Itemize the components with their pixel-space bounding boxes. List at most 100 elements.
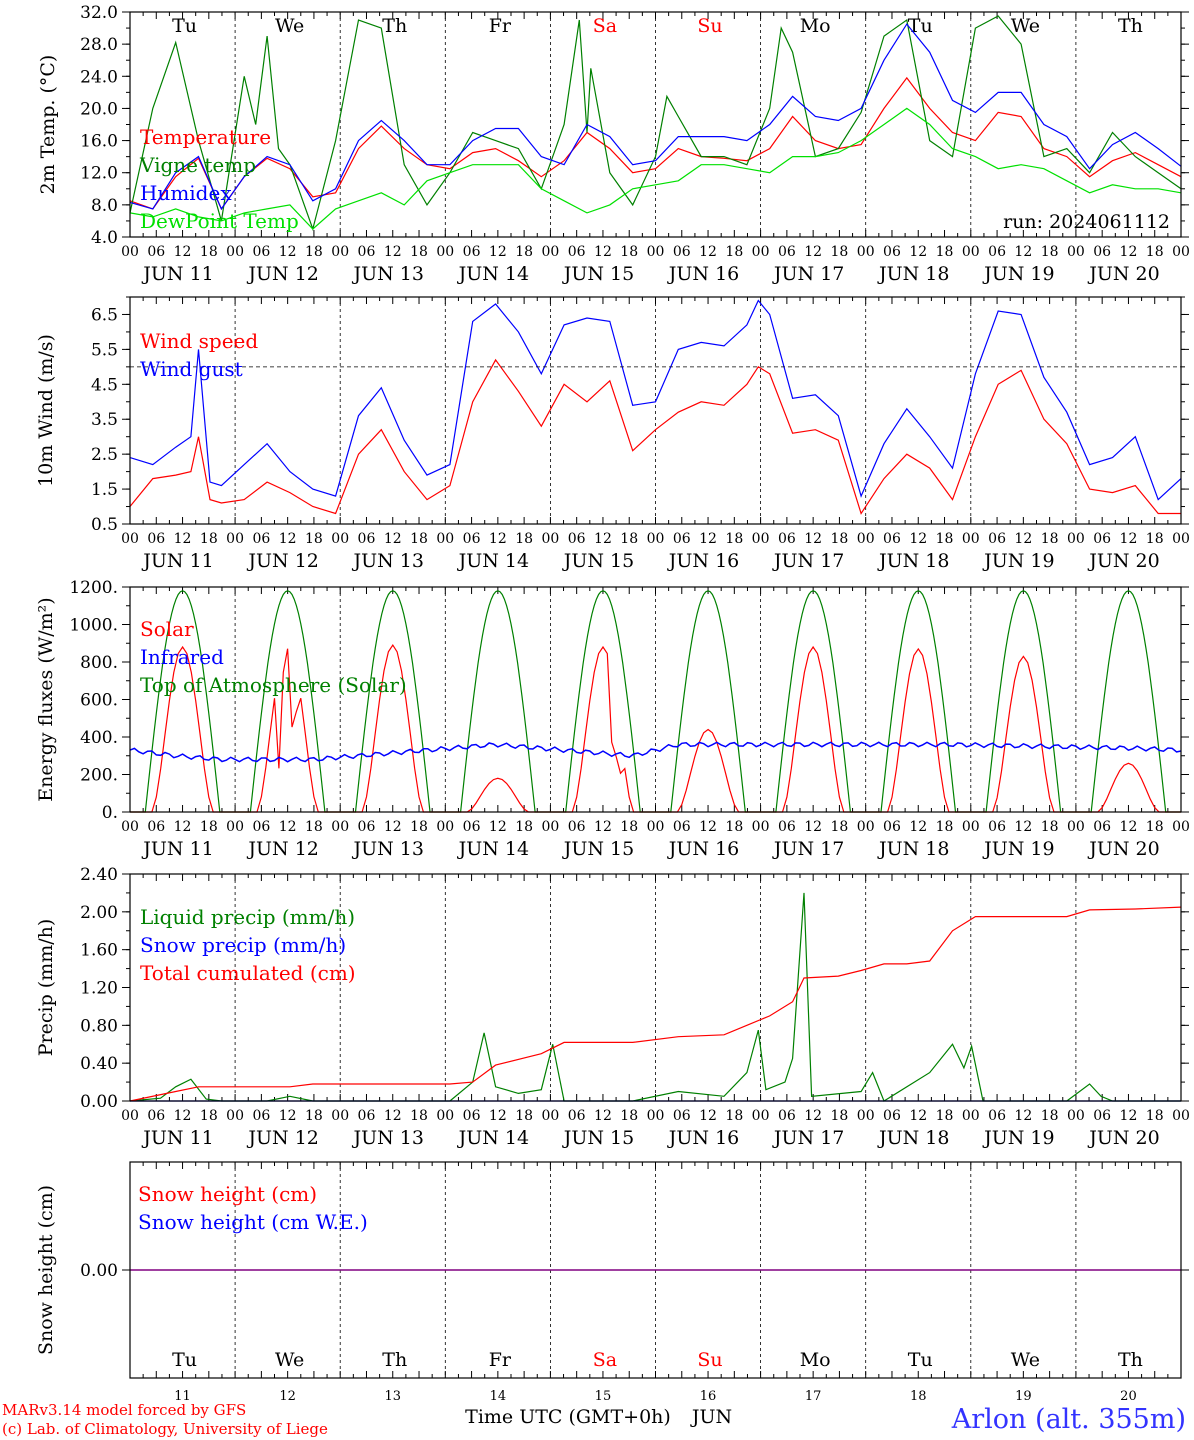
weekday-label: We (1011, 15, 1040, 37)
hour-tick-label: 06 (147, 531, 165, 547)
run-annotation: run: 2024061112 (1003, 211, 1170, 233)
series-d-dewpoint-temp (129, 107, 1182, 230)
hour-tick-label: 06 (883, 819, 901, 835)
hour-tick-label: 06 (673, 819, 691, 835)
hour-tick-label: 06 (883, 244, 901, 260)
hour-tick-label: 00 (1172, 819, 1190, 835)
y-tick-label: 1200. (69, 578, 118, 598)
hour-tick-label: 12 (594, 819, 612, 835)
hour-tick-label: 00 (226, 531, 244, 547)
date-label: JUN 19 (982, 1127, 1054, 1149)
hour-tick-label: 06 (673, 1108, 691, 1124)
weekday-label: Tu (908, 1349, 933, 1371)
hour-tick-label: 18 (515, 1108, 533, 1124)
hour-tick-label: 00 (541, 244, 559, 260)
hour-tick-label: 06 (568, 244, 586, 260)
date-label: JUN 17 (772, 838, 844, 860)
hour-tick-label: 18 (831, 819, 849, 835)
hour-tick-label: 00 (1172, 531, 1190, 547)
hour-tick-label: 00 (1067, 531, 1085, 547)
hour-tick-label: 00 (752, 1108, 770, 1124)
panel-frame (129, 586, 1182, 813)
hour-tick-label: 12 (279, 531, 297, 547)
hour-tick-label: 18 (410, 819, 428, 835)
hour-tick-label: 18 (305, 1108, 323, 1124)
legend-entry: Snow precip (mm/h) (140, 933, 346, 957)
day-number-label: 20 (1120, 1389, 1137, 1404)
date-label: JUN 12 (246, 263, 318, 285)
hour-tick-label: 18 (620, 531, 638, 547)
hour-tick-label: 12 (804, 244, 822, 260)
weekday-label: Mo (800, 15, 831, 37)
hour-tick-label: 12 (384, 244, 402, 260)
date-label: JUN 20 (1087, 1127, 1159, 1149)
hour-tick-label: 12 (174, 819, 192, 835)
hour-tick-label: 00 (331, 244, 349, 260)
date-label: JUN 19 (982, 838, 1054, 860)
y-tick-label: 0.40 (80, 1054, 118, 1074)
date-label: JUN 20 (1087, 838, 1159, 860)
hour-tick-label: 00 (752, 244, 770, 260)
hour-tick-label: 12 (1120, 1108, 1138, 1124)
hour-tick-label: 06 (463, 531, 481, 547)
hour-tick-label: 12 (1120, 244, 1138, 260)
date-label: JUN 12 (246, 1127, 318, 1149)
hour-tick-label: 06 (358, 531, 376, 547)
date-label: JUN 16 (667, 838, 739, 860)
hour-tick-label: 12 (804, 531, 822, 547)
hour-tick-label: 00 (962, 531, 980, 547)
date-label: JUN 14 (457, 550, 529, 572)
y-axis-title: Energy fluxes (W/m²) (35, 597, 57, 801)
panel-frame (129, 873, 1182, 1102)
date-label: JUN 14 (457, 1127, 529, 1149)
date-label: JUN 11 (141, 550, 213, 572)
hour-tick-label: 18 (1146, 531, 1164, 547)
hour-tick-label: 12 (489, 819, 507, 835)
hour-tick-label: 06 (358, 819, 376, 835)
series-c-humidex (129, 23, 1182, 211)
hour-tick-label: 18 (200, 1108, 218, 1124)
hour-tick-label: 00 (752, 819, 770, 835)
hour-tick-label: 06 (1093, 1108, 1111, 1124)
weekday-label: We (275, 1349, 304, 1371)
hour-tick-label: 12 (699, 244, 717, 260)
series-b-vigne-temp (129, 15, 1182, 232)
y-axis-title: 10m Wind (m/s) (35, 334, 57, 487)
date-label: JUN 20 (1087, 263, 1159, 285)
weekday-label: Th (1118, 15, 1143, 37)
hour-tick-label: 00 (752, 531, 770, 547)
date-label: JUN 13 (352, 550, 424, 572)
hour-tick-label: 00 (962, 1108, 980, 1124)
hour-tick-label: 12 (489, 244, 507, 260)
panel-frame (129, 296, 1182, 525)
hour-tick-label: 18 (515, 531, 533, 547)
hour-tick-label: 06 (778, 244, 796, 260)
date-label: JUN 20 (1087, 550, 1159, 572)
hour-tick-label: 18 (1041, 244, 1059, 260)
hour-tick-label: 18 (200, 244, 218, 260)
hour-tick-label: 18 (831, 244, 849, 260)
day-number-label: 17 (805, 1389, 822, 1404)
hour-tick-label: 06 (147, 1108, 165, 1124)
weekday-label: Tu (172, 15, 197, 37)
series-infrared (129, 741, 1182, 763)
hour-tick-label: 18 (200, 819, 218, 835)
y-tick-label: 600. (80, 691, 118, 711)
hour-tick-label: 06 (988, 819, 1006, 835)
legend-entry: Wind speed (140, 329, 258, 353)
date-label: JUN 18 (877, 1127, 949, 1149)
y-tick-label: 0. (102, 803, 118, 823)
hour-tick-label: 06 (673, 531, 691, 547)
hour-tick-label: 12 (279, 244, 297, 260)
date-label: JUN 19 (982, 263, 1054, 285)
y-tick-label: 8.0 (91, 196, 118, 216)
hour-tick-label: 06 (147, 819, 165, 835)
date-label: JUN 12 (246, 550, 318, 572)
hour-tick-label: 00 (121, 819, 139, 835)
hour-tick-label: 12 (909, 1108, 927, 1124)
y-tick-label: 0.80 (80, 1016, 118, 1036)
hour-tick-label: 06 (778, 1108, 796, 1124)
hour-tick-label: 00 (226, 1108, 244, 1124)
day-number-label: 16 (700, 1389, 717, 1404)
legend-entry: Wind gust (140, 357, 243, 381)
